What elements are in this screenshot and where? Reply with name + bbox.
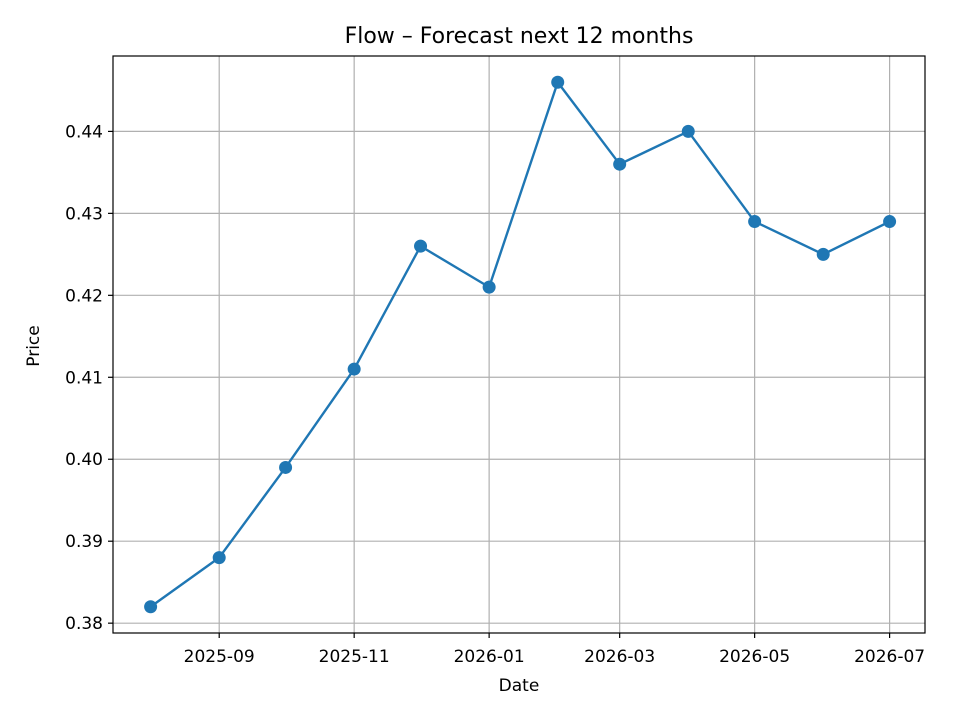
- x-tick-label: 2026-05: [719, 647, 790, 667]
- data-point: [482, 280, 496, 294]
- y-tick-label: 0.43: [65, 204, 103, 224]
- data-point: [681, 124, 695, 138]
- data-point: [748, 215, 762, 229]
- x-tick-label: 2026-01: [454, 647, 525, 667]
- x-tick-label: 2025-09: [184, 647, 255, 667]
- y-tick-label: 0.40: [65, 450, 103, 470]
- data-point: [279, 460, 293, 474]
- x-axis-label: Date: [499, 676, 540, 696]
- data-series: [144, 75, 897, 614]
- y-tick-label: 0.44: [65, 122, 103, 142]
- y-tick-label: 0.38: [65, 614, 103, 634]
- data-point: [347, 362, 361, 376]
- y-tick-label: 0.42: [65, 286, 103, 306]
- y-tick-label: 0.41: [65, 368, 103, 388]
- data-point: [551, 75, 565, 89]
- axis-ticks: 2025-09 2025-11 2026-01 2026-03 2026-05 2026-…: [65, 122, 925, 667]
- series-line: [149, 81, 891, 608]
- plot-area-frame: [112, 55, 926, 634]
- data-point: [212, 551, 226, 565]
- x-tick-label: 2026-03: [584, 647, 655, 667]
- chart-title: Flow – Forecast next 12 months: [345, 24, 694, 49]
- data-point: [613, 157, 627, 171]
- data-point: [144, 600, 158, 614]
- x-tick-label: 2026-07: [854, 647, 925, 667]
- data-point: [414, 239, 428, 253]
- data-point: [816, 247, 830, 261]
- data-point: [883, 215, 897, 229]
- x-tick-label: 2025-11: [319, 647, 390, 667]
- y-axis-label: Price: [24, 325, 44, 366]
- y-tick-label: 0.39: [65, 532, 103, 552]
- grid-lines: [113, 56, 925, 633]
